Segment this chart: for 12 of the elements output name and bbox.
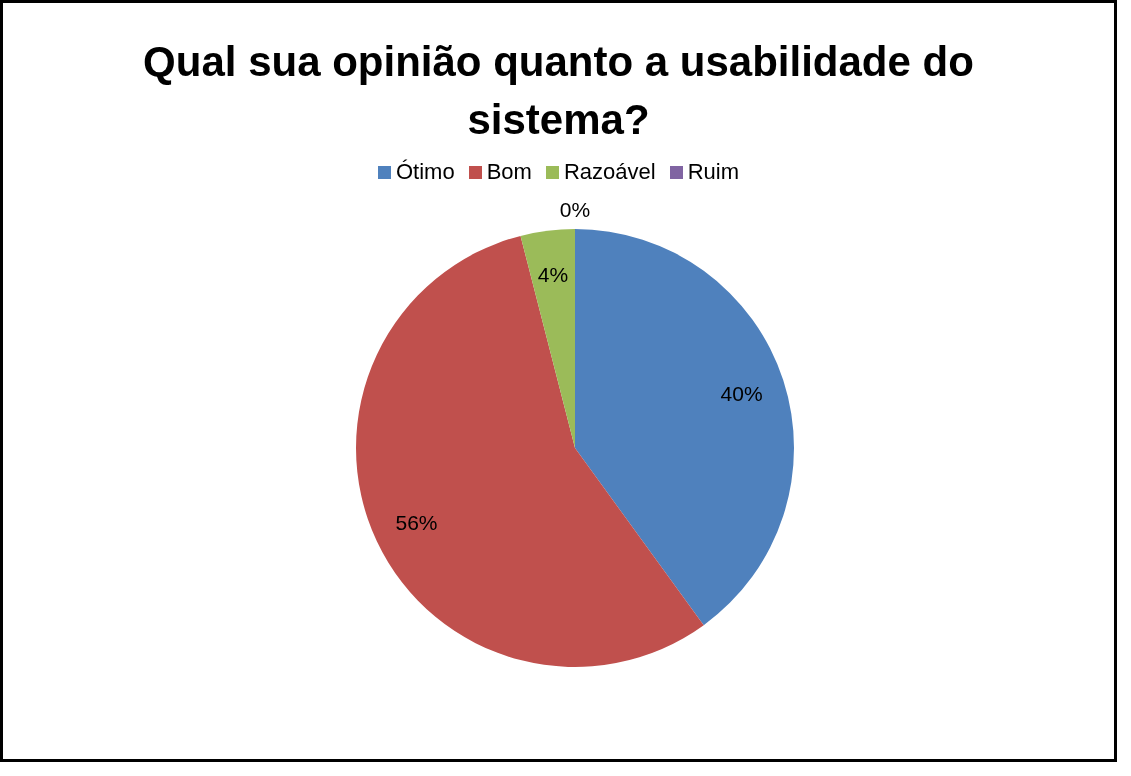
data-label: 4% [537, 262, 569, 286]
legend-label: Ótimo [396, 159, 455, 185]
pie-slice [575, 229, 794, 626]
text: 0% [559, 197, 591, 221]
pie-slice [356, 235, 704, 667]
legend-label: Ruim [687, 159, 739, 185]
legend-label: Bom [486, 159, 532, 185]
pie-slice [520, 229, 575, 448]
data-label: 40% [720, 382, 763, 406]
legend-label: Razoável [563, 159, 656, 185]
data-label: 56% [395, 511, 438, 535]
chart-title: Qual sua opinião quanto a usabilidade do sistema? [142, 37, 975, 145]
